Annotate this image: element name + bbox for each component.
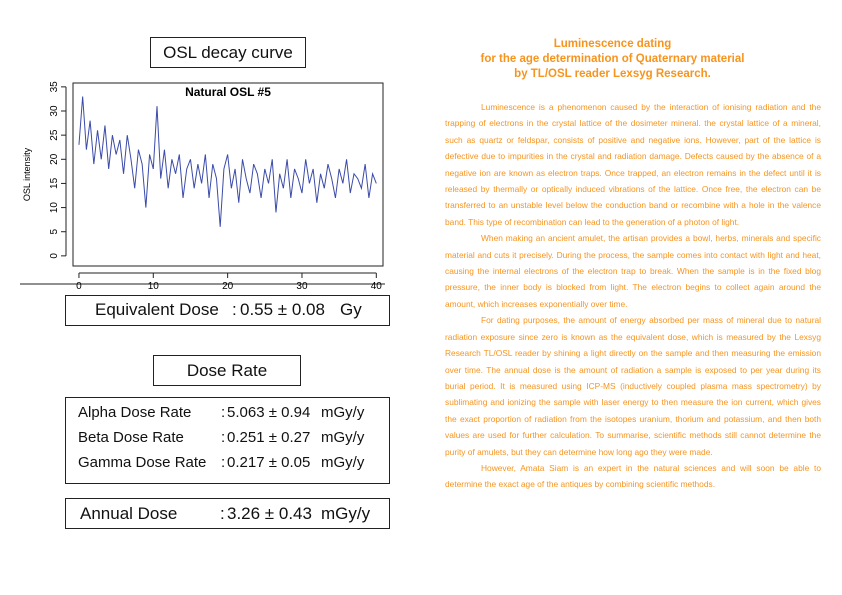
title-line: by TL/OSL reader Lexsyg Research. bbox=[514, 68, 711, 80]
chart: Natural OSL #5 OSL intensity 0 10 20 30 40 0 5 10… bbox=[20, 81, 385, 292]
separator: : bbox=[221, 429, 226, 446]
equivalent-dose-box bbox=[65, 295, 390, 326]
y-tick-label: 15 bbox=[49, 177, 60, 189]
paragraph: Luminescence is a phenomenon caused by t… bbox=[445, 102, 821, 227]
paragraph: When making an ancient amulet, the artis… bbox=[445, 233, 821, 309]
x-tick-label: 30 bbox=[296, 281, 308, 292]
dose-label: Gamma Dose Rate bbox=[78, 454, 207, 471]
dose-label: Alpha Dose Rate bbox=[78, 404, 192, 421]
y-tick-label: 10 bbox=[49, 202, 60, 214]
separator: : bbox=[221, 454, 226, 471]
title-line: Luminescence dating bbox=[553, 38, 672, 50]
dose-unit: mGy/y bbox=[321, 404, 365, 421]
chart-title: Natural OSL #5 bbox=[185, 85, 271, 99]
x-tick-label: 20 bbox=[222, 281, 234, 292]
dose-value: 3.26 ± 0.43 bbox=[227, 504, 312, 523]
x-tick-label: 40 bbox=[371, 281, 383, 292]
dose-label: Beta Dose Rate bbox=[78, 429, 184, 446]
dose-label: Annual Dose bbox=[80, 504, 178, 523]
dose-rate-box bbox=[65, 397, 390, 484]
paragraph: However, Amata Siam is an expert in the … bbox=[445, 462, 821, 490]
dose-value: 0.251 ± 0.27 bbox=[227, 429, 311, 446]
paragraph: For dating purposes, the amount of energ… bbox=[445, 315, 821, 457]
dose-unit: mGy/y bbox=[321, 504, 371, 523]
title-box bbox=[150, 37, 306, 68]
article-title: Luminescence dating for the age determina… bbox=[470, 37, 755, 82]
y-tick-label: 25 bbox=[49, 129, 60, 141]
dose-value: 0.217 ± 0.05 bbox=[227, 454, 311, 471]
y-tick-label: 20 bbox=[49, 153, 60, 165]
separator: : bbox=[220, 504, 225, 523]
dose-unit: Gy bbox=[340, 300, 362, 319]
dose-value: 5.063 ± 0.94 bbox=[227, 404, 311, 421]
dose-label: Equivalent Dose bbox=[95, 300, 219, 319]
separator: : bbox=[232, 300, 237, 319]
section-title: Dose Rate bbox=[186, 361, 268, 380]
dose-value: 0.55 ± 0.08 bbox=[240, 300, 325, 319]
separator: : bbox=[221, 404, 226, 421]
y-tick-label: 35 bbox=[49, 81, 60, 93]
section-title: OSL decay curve bbox=[163, 43, 293, 62]
y-tick-label: 0 bbox=[49, 253, 60, 259]
y-tick-label: 5 bbox=[49, 228, 60, 234]
dose-unit: mGy/y bbox=[321, 454, 365, 471]
article-body: Luminescence is a phenomenon caused by t… bbox=[445, 99, 821, 493]
plot-frame bbox=[72, 82, 384, 267]
annual-dose-box bbox=[65, 498, 390, 529]
y-axis-label: OSL intensity bbox=[22, 147, 32, 201]
dose-rate-title-box bbox=[153, 355, 301, 386]
data-line bbox=[78, 96, 377, 227]
dose-unit: mGy/y bbox=[321, 429, 365, 446]
x-tick-label: 0 bbox=[76, 281, 82, 292]
y-tick-label: 30 bbox=[49, 105, 60, 117]
x-tick-label: 10 bbox=[148, 281, 160, 292]
title-line: for the age determination of Quaternary … bbox=[480, 53, 745, 65]
